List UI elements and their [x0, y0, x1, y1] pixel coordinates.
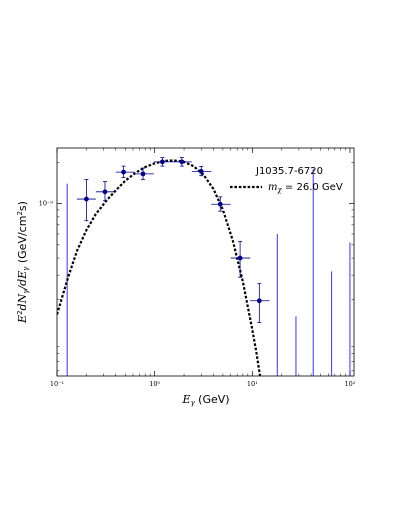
- legend-label-rest: = 26.0 GeV: [282, 182, 343, 193]
- data-point: [134, 167, 154, 180]
- data-marker: [140, 171, 146, 177]
- data-point: [211, 196, 231, 212]
- data-marker: [159, 159, 165, 165]
- x-tick-label: 10⁻¹: [50, 380, 65, 388]
- x-tick-label: 10¹: [247, 380, 258, 388]
- data-marker: [179, 159, 185, 165]
- data-marker: [256, 298, 262, 304]
- data-marker: [217, 201, 223, 207]
- x-axis-title: Eγ (GeV): [181, 393, 229, 407]
- y-axis-title: E2dNγ/dEγ (GeV/cm2s): [16, 201, 30, 324]
- data-marker: [198, 169, 204, 174]
- legend-source-name: J1035.7-6720: [255, 166, 323, 177]
- x-tick-labels: 10⁻¹ 10⁰ 10¹ 10²: [50, 380, 356, 388]
- legend: J1035.7-6720 mχ = 26.0 GeV: [230, 166, 343, 194]
- data-marker: [121, 169, 126, 175]
- data-point: [191, 166, 212, 177]
- model-curve: [57, 159, 262, 376]
- data-marker: [237, 255, 243, 261]
- y-tick-labels: 10⁻⁹: [39, 200, 54, 208]
- data-point: [153, 157, 173, 167]
- data-point: [230, 240, 251, 278]
- x-tick-label: 10²: [345, 380, 356, 388]
- data-point: [115, 165, 135, 178]
- legend-label-sub: χ: [276, 186, 282, 194]
- data-point: [76, 179, 96, 222]
- minor-ticks: [57, 148, 354, 376]
- upper-limit-lines: [66, 168, 351, 376]
- data-point: [95, 181, 116, 202]
- x-tick-label: 10⁰: [149, 380, 160, 388]
- data-marker: [102, 189, 108, 195]
- major-ticks: [56, 148, 354, 376]
- legend-label-main: m: [268, 182, 277, 193]
- data-point: [172, 157, 192, 167]
- legend-model-label: mχ = 26.0 GeV: [268, 182, 343, 194]
- data-point: [250, 283, 270, 324]
- data-marker: [83, 196, 89, 202]
- y-tick-label: 10⁻⁹: [39, 200, 54, 208]
- data-points: [76, 157, 270, 324]
- plot-frame: [56, 147, 355, 377]
